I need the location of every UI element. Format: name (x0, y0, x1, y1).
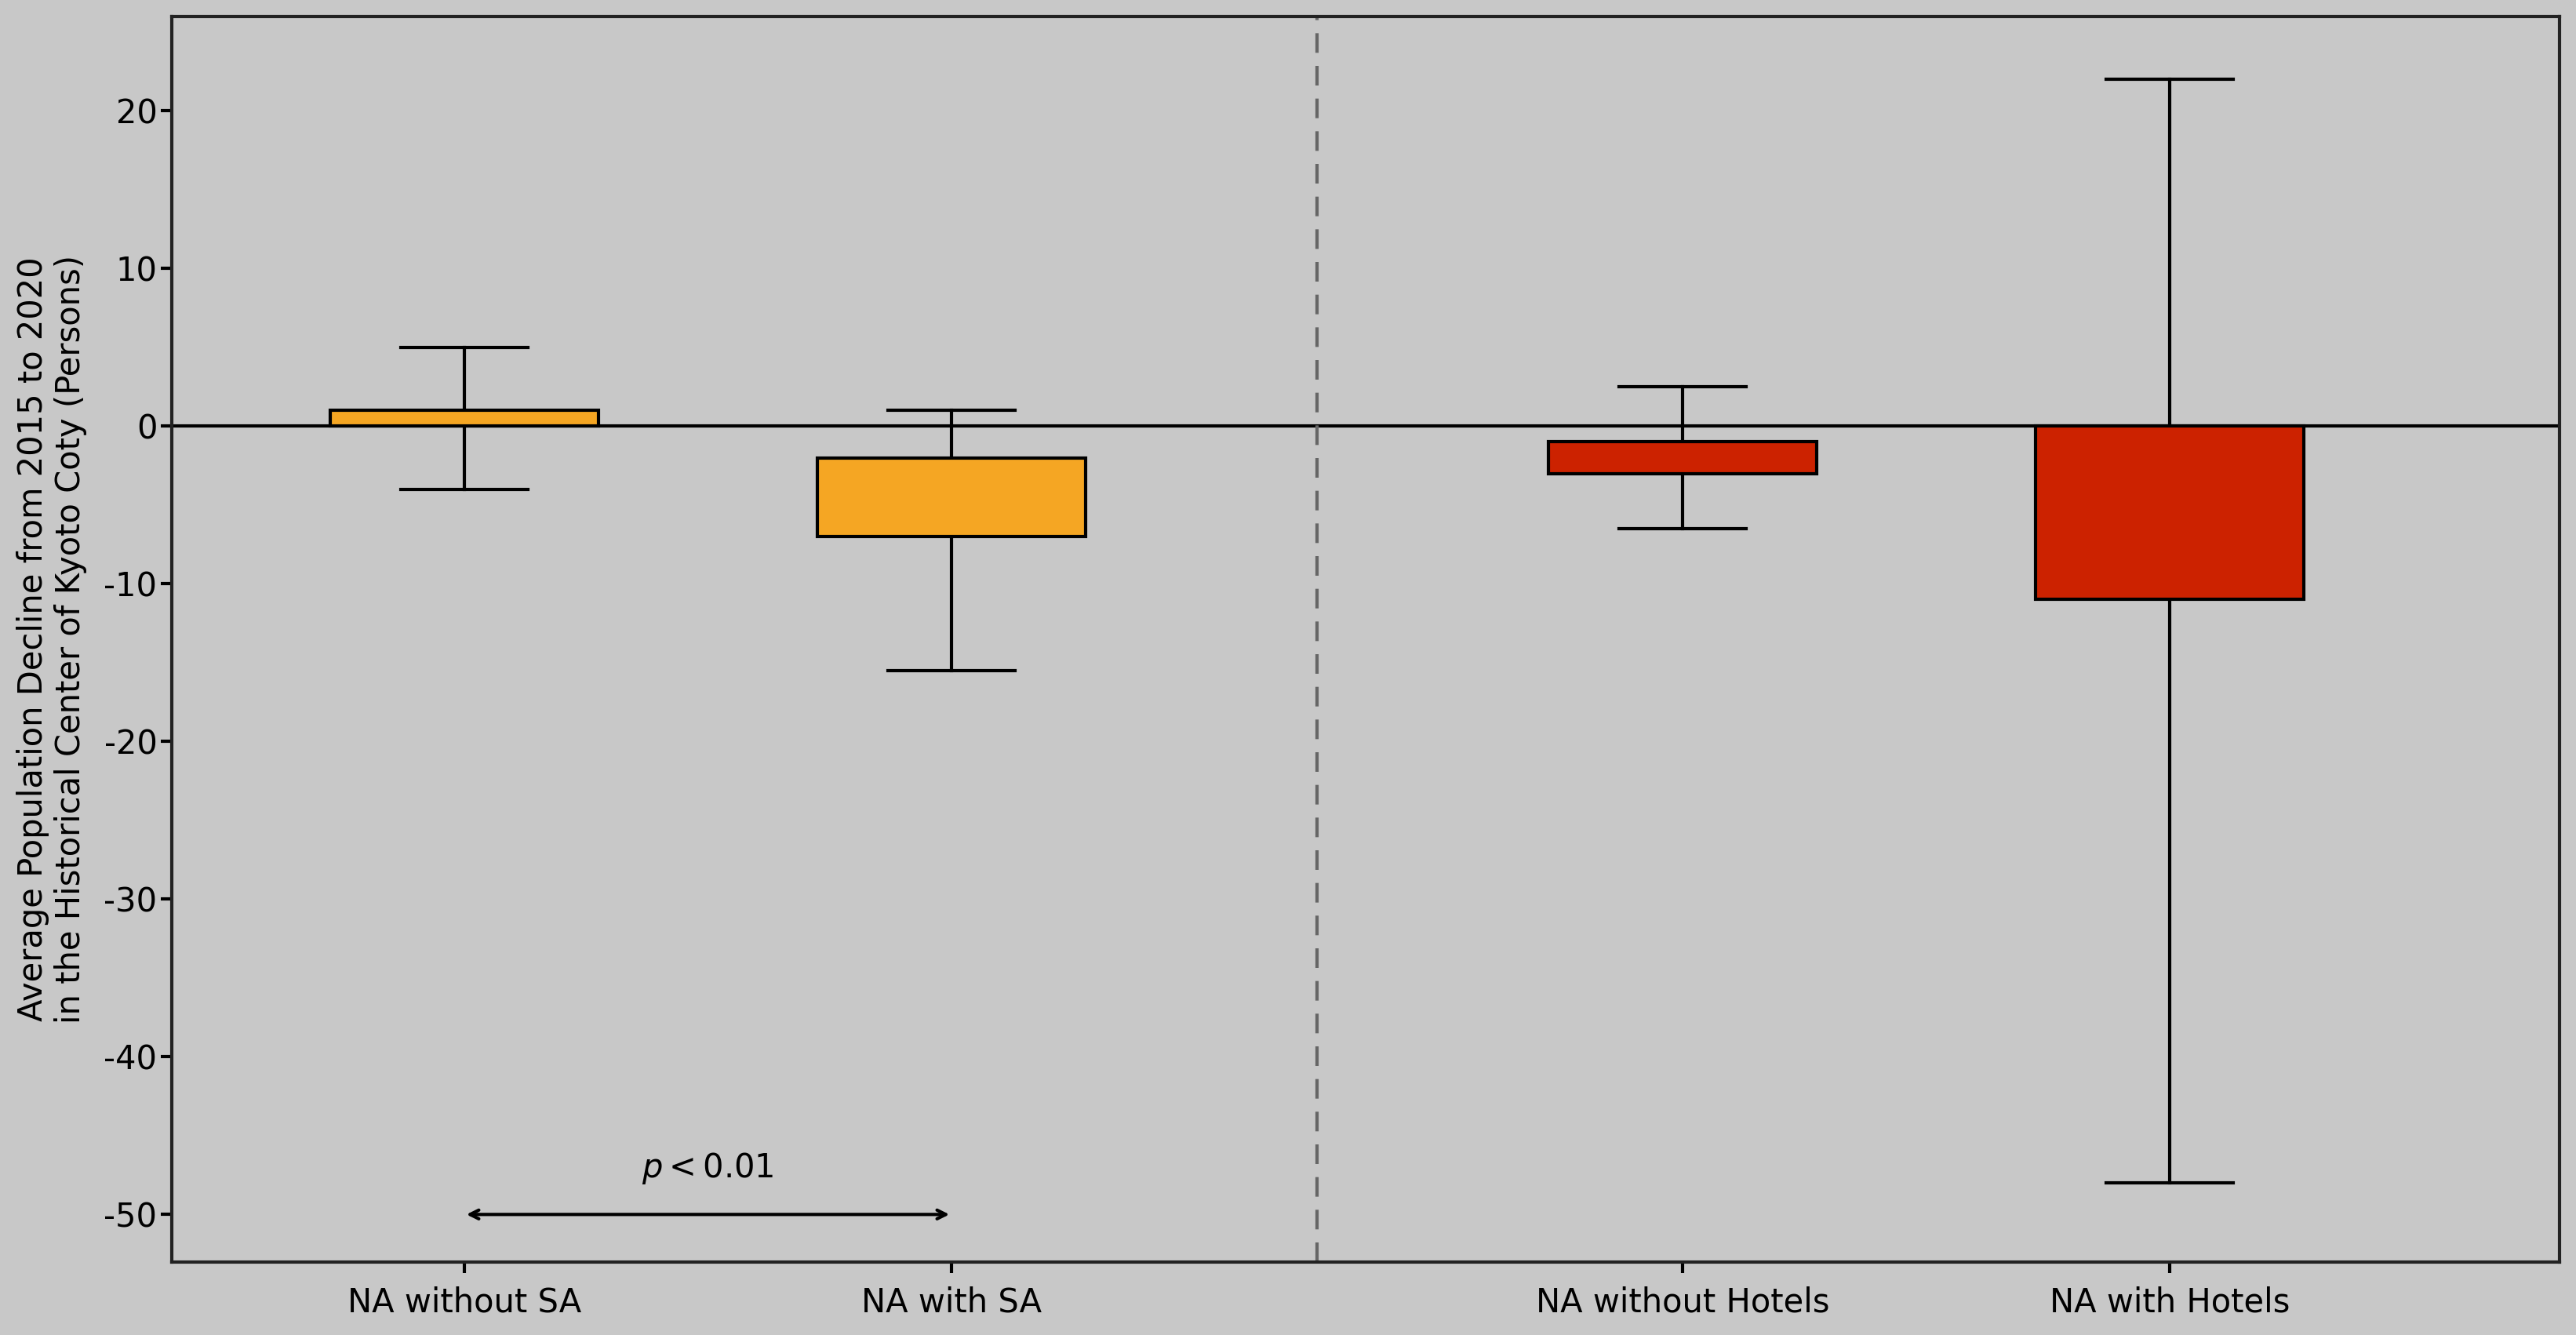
Text: $p < 0.01$: $p < 0.01$ (641, 1151, 773, 1185)
Y-axis label: Average Population Decline from 2015 to 2020
in the Historical Center of Kyoto C: Average Population Decline from 2015 to … (15, 255, 88, 1024)
Bar (330, 410, 598, 426)
Bar (2035, 426, 2303, 599)
Bar (817, 458, 1084, 537)
Bar (1548, 442, 1816, 474)
